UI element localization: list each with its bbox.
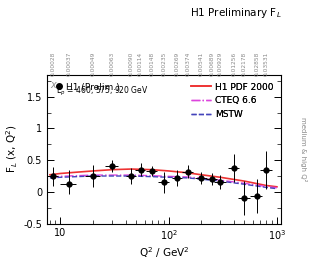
Line: MSTW: MSTW [50, 176, 277, 189]
MSTW [91, 175, 95, 178]
H1 PDF 2000 [199, 173, 203, 176]
Line: CTEQ 6.6: CTEQ 6.6 [50, 175, 277, 188]
Text: medium & high Q²: medium & high Q² [300, 117, 307, 181]
H1 PDF 2000 [218, 176, 222, 179]
CTEQ 6.6 [48, 176, 52, 179]
MSTW [218, 180, 222, 183]
H1 PDF 2000 [275, 185, 279, 188]
H1 PDF 2000 [264, 184, 268, 187]
CTEQ 6.6 [242, 182, 246, 185]
MSTW [110, 175, 114, 178]
H1 PDF 2000 [110, 168, 114, 171]
CTEQ 6.6 [110, 173, 114, 177]
H1 PDF 2000 [74, 171, 78, 174]
MSTW [275, 187, 279, 190]
CTEQ 6.6 [58, 175, 62, 178]
CTEQ 6.6 [218, 179, 222, 182]
H1 PDF 2000 [129, 168, 133, 171]
Text: x: x [50, 80, 56, 90]
MSTW [242, 183, 246, 186]
H1 PDF 2000 [166, 169, 171, 172]
CTEQ 6.6 [166, 175, 171, 178]
MSTW [166, 176, 171, 179]
CTEQ 6.6 [74, 174, 78, 177]
Text: H1 Preliminary F$_{L}$: H1 Preliminary F$_{L}$ [190, 6, 281, 20]
MSTW [58, 176, 62, 179]
Y-axis label: F$_{L}$ (x, Q$^{2}$): F$_{L}$ (x, Q$^{2}$) [5, 125, 20, 173]
CTEQ 6.6 [91, 173, 95, 177]
MSTW [74, 175, 78, 178]
H1 PDF 2000 [242, 180, 246, 183]
MSTW [129, 175, 133, 178]
MSTW [264, 186, 268, 189]
Text: E$_{p}$ = 460, 575, 920 GeV: E$_{p}$ = 460, 575, 920 GeV [56, 85, 149, 98]
Legend: H1 PDF 2000, CTEQ 6.6, MSTW: H1 PDF 2000, CTEQ 6.6, MSTW [188, 79, 277, 122]
CTEQ 6.6 [186, 176, 190, 179]
H1 PDF 2000 [91, 169, 95, 172]
H1 PDF 2000 [58, 172, 62, 175]
CTEQ 6.6 [275, 186, 279, 189]
MSTW [199, 178, 203, 181]
MSTW [186, 176, 190, 179]
X-axis label: Q$^{2}$ / GeV$^{2}$: Q$^{2}$ / GeV$^{2}$ [139, 245, 190, 257]
CTEQ 6.6 [264, 185, 268, 188]
MSTW [48, 176, 52, 179]
CTEQ 6.6 [129, 173, 133, 177]
H1 PDF 2000 [186, 171, 190, 175]
H1 PDF 2000 [48, 173, 52, 176]
CTEQ 6.6 [150, 174, 154, 177]
Line: H1 PDF 2000: H1 PDF 2000 [50, 169, 277, 187]
H1 PDF 2000 [150, 168, 154, 171]
MSTW [150, 175, 154, 178]
CTEQ 6.6 [199, 177, 203, 180]
